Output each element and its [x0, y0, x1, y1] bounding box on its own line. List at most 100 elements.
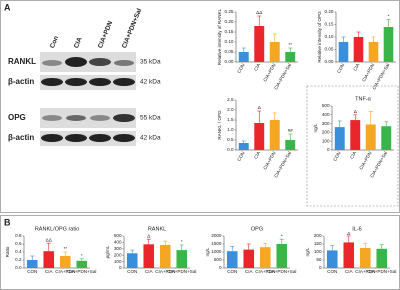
y-tick-label: 1.0: [227, 127, 234, 132]
bar: [381, 126, 392, 150]
y-tick-label: 0.2: [15, 257, 22, 262]
y-tick-label: 500: [214, 257, 222, 262]
y-tick-label: 0.15: [325, 22, 334, 27]
blot-strip: [40, 52, 136, 72]
y-tick-label: 0.8: [15, 233, 22, 238]
x-tick-label: CIA+PDN+Sal: [367, 269, 396, 274]
band: [42, 115, 62, 121]
x-tick-label: CIA+PDN+Sal: [273, 63, 292, 91]
y-tick-label: 0.4: [15, 249, 22, 254]
x-tick-label: CIA+PDN: [55, 269, 75, 274]
bar: [76, 260, 88, 268]
protein-label: β-actin: [8, 77, 34, 86]
bar: [269, 120, 280, 150]
y-axis-label: pg/mL: [105, 245, 110, 258]
y-tick-label: 500: [114, 233, 122, 238]
x-tick-label: CIA: [245, 269, 254, 274]
chart-title: OPG: [251, 226, 263, 232]
band: [65, 57, 87, 67]
protein-label: OPG: [8, 113, 26, 122]
y-axis-label: ng/L: [313, 123, 318, 132]
y-axis-label: ng/L: [305, 247, 310, 256]
bar: [343, 242, 355, 268]
y-tick-label: 100: [322, 138, 330, 143]
annotation: Δ: [347, 231, 350, 236]
y-tick-label: 0.10: [225, 39, 234, 44]
bar: [359, 248, 371, 268]
y-axis-label: Relative intensity of RANKL: [217, 8, 222, 65]
bar: [238, 143, 249, 150]
y-axis-label: Ratio: [5, 246, 10, 257]
bar: [59, 256, 71, 268]
size-label: 55 kDa: [140, 115, 161, 122]
chart-title: RANKL/OPG ratio: [35, 226, 79, 232]
x-tick-label: CIA+PDN: [255, 269, 275, 274]
y-tick-label: 2.5: [227, 97, 234, 102]
y-tick-label: 500: [322, 103, 330, 108]
y-tick-label: 0.20: [325, 9, 334, 14]
bar: [368, 42, 379, 62]
blot-strip: [40, 75, 136, 90]
annotation: *: [388, 14, 390, 19]
x-tick-label: CIA+PDN: [355, 269, 375, 274]
x-tick-label: CIA: [253, 150, 262, 160]
blot-strip: [40, 131, 136, 146]
annotation: ΔΔ: [256, 10, 262, 15]
y-tick-label: 0.0: [15, 265, 22, 270]
bar: [243, 249, 255, 268]
x-tick-label: CIA: [345, 269, 354, 274]
band: [42, 60, 62, 66]
bar: [159, 244, 171, 268]
y-tick-label: 200: [114, 252, 122, 257]
bar: [326, 250, 338, 268]
y-tick-label: 100: [314, 249, 322, 254]
y-tick-label: 0.00: [225, 59, 234, 64]
band: [113, 134, 135, 142]
size-label: 42 kDa: [140, 79, 161, 86]
x-tick-label: CIA+PDN+Sal: [267, 269, 296, 274]
y-tick-label: 0.00: [325, 59, 334, 64]
chart-title: RANKL: [148, 226, 166, 232]
y-tick-label: 100: [114, 259, 122, 264]
bar: [276, 244, 288, 268]
x-tick-label: CON: [236, 63, 245, 74]
band: [41, 134, 63, 142]
y-tick-label: 0.05: [225, 49, 234, 54]
annotation: ΔΔ: [46, 237, 52, 242]
y-tick-label: 0.6: [15, 241, 22, 246]
y-axis-label: Relative intensity of OPG: [317, 11, 322, 63]
band: [89, 134, 111, 142]
y-tick-label: 0.5: [227, 137, 234, 142]
x-tick-label: CIA+PDN+Sal: [167, 269, 196, 274]
y-tick-label: 0.10: [325, 34, 334, 39]
panel-label: B: [4, 217, 11, 227]
x-tick-label: CON: [127, 269, 137, 274]
annotation: Δ: [258, 105, 261, 110]
annotation: Δ: [354, 109, 357, 114]
x-tick-label: CIA: [45, 269, 54, 274]
band: [65, 134, 87, 142]
y-tick-label: 0: [319, 265, 322, 270]
x-tick-label: CIA+PDN: [262, 63, 276, 83]
bar: [254, 123, 265, 150]
x-tick-label: CIA: [253, 62, 262, 72]
band: [113, 114, 135, 122]
band: [66, 115, 86, 121]
chart-title: TNF-α: [355, 96, 372, 102]
band: [113, 78, 135, 86]
bar: [259, 247, 271, 268]
y-tick-label: 0.25: [225, 9, 234, 14]
tnf-box: [306, 85, 399, 207]
blot-strip: [40, 108, 136, 128]
bar: [365, 124, 376, 150]
x-tick-label: CIA+PDN+Sal: [369, 151, 388, 179]
y-tick-label: 50: [316, 257, 322, 262]
y-tick-label: 400: [322, 112, 330, 117]
annotation: **: [288, 42, 292, 47]
panel-label: A: [4, 2, 11, 12]
x-tick-label: CIA+PDN: [262, 151, 276, 171]
bar: [26, 260, 38, 268]
y-axis-label: RANKL / OPG: [217, 110, 222, 140]
bar: [376, 248, 388, 268]
